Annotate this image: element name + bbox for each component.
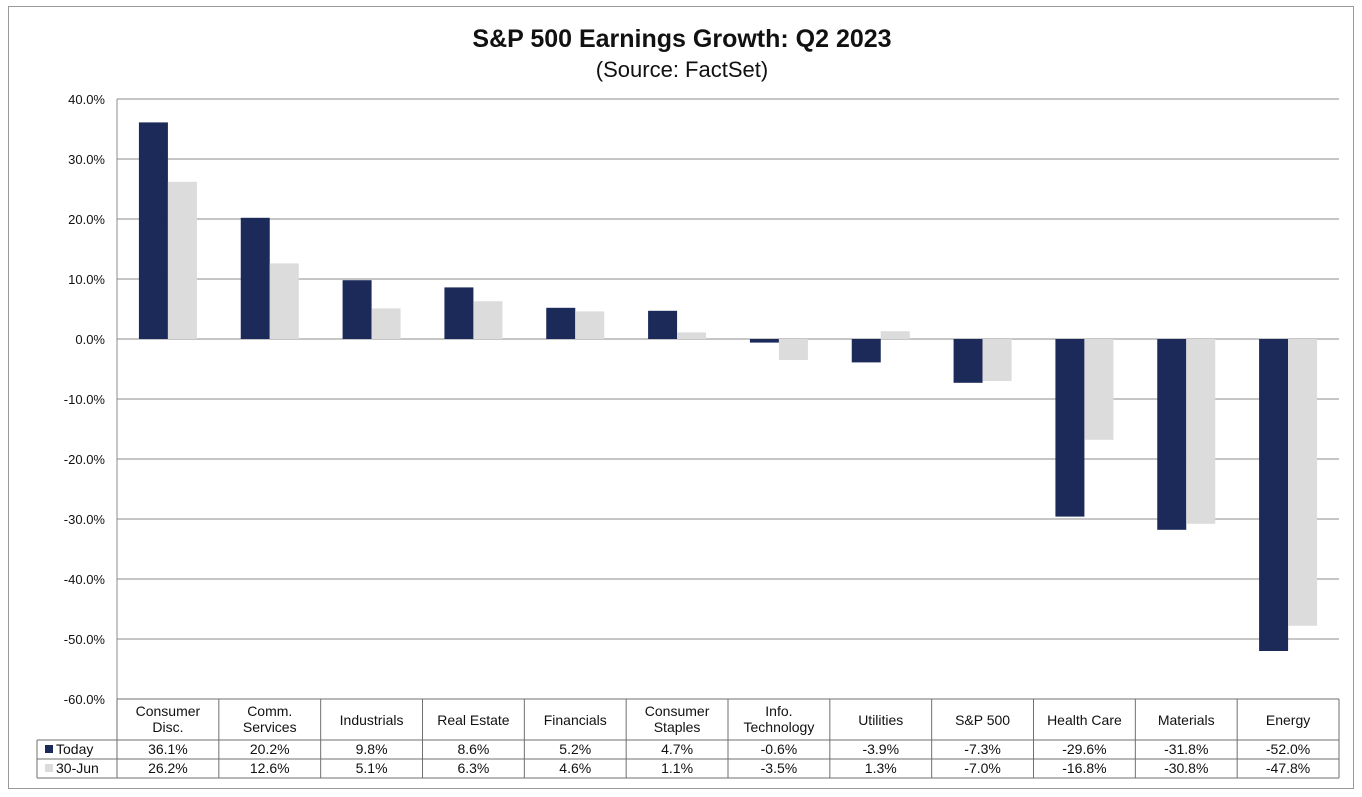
data-label: 8.6%: [457, 741, 489, 757]
category-label: Financials: [544, 712, 607, 728]
bar-30-jun: [269, 263, 299, 339]
data-label: -31.8%: [1164, 741, 1208, 757]
category-label: Consumer: [136, 703, 201, 719]
bar-30-jun: [473, 301, 503, 339]
data-label: 26.2%: [148, 760, 188, 776]
chart-canvas: S&P 500 Earnings Growth: Q2 2023 (Source…: [36, 25, 1340, 779]
y-tick-label: 30.0%: [68, 152, 105, 167]
bar-today: [648, 310, 678, 339]
y-tick-label: 10.0%: [68, 272, 105, 287]
chart-frame: S&P 500 Earnings Growth: Q2 2023 (Source…: [8, 6, 1354, 789]
legend-swatch-today: [45, 745, 53, 753]
category-label: Comm.: [247, 703, 292, 719]
data-label: -7.3%: [964, 741, 1001, 757]
category-label: Energy: [1266, 712, 1310, 728]
chart-title: S&P 500 Earnings Growth: Q2 2023: [472, 25, 891, 53]
data-label: 36.1%: [148, 741, 188, 757]
chart-subtitle: (Source: FactSet): [596, 57, 768, 82]
bar-30-jun: [1288, 339, 1318, 626]
category-label: Info.: [765, 703, 792, 719]
bar-today: [1055, 339, 1085, 517]
legend-label: Today: [56, 741, 93, 757]
data-label: 9.8%: [356, 741, 388, 757]
data-label: -16.8%: [1062, 760, 1106, 776]
bar-today: [953, 339, 983, 383]
bar-today: [1259, 339, 1289, 651]
data-label: -29.6%: [1062, 741, 1106, 757]
data-label: -3.9%: [862, 741, 899, 757]
bar-30-jun: [880, 331, 910, 339]
bar-today: [240, 217, 270, 339]
data-label: 20.2%: [250, 741, 290, 757]
y-tick-label: -20.0%: [64, 452, 106, 467]
bar-today: [138, 122, 168, 340]
bar-30-jun: [371, 308, 401, 339]
data-label: 4.6%: [559, 760, 591, 776]
bars: [138, 122, 1318, 651]
bar-30-jun: [1186, 339, 1216, 524]
y-axis-ticks: 40.0% 30.0% 20.0% 10.0% 0.0% -10.0% -20.0% -30.…: [64, 92, 106, 707]
y-tick-label: -30.0%: [64, 512, 106, 527]
bar-30-jun: [778, 339, 808, 360]
legend-label: 30-Jun: [56, 760, 99, 776]
data-label: 1.1%: [661, 760, 693, 776]
data-label: 5.2%: [559, 741, 591, 757]
category-label: Consumer: [645, 703, 710, 719]
bar-today: [851, 339, 881, 363]
bar-30-jun: [677, 332, 707, 339]
y-tick-label: -50.0%: [64, 632, 106, 647]
y-tick-label: 20.0%: [68, 212, 105, 227]
category-label: Services: [243, 719, 297, 735]
category-label: Technology: [744, 719, 815, 735]
y-tick-label: -10.0%: [64, 392, 106, 407]
category-label: Staples: [654, 719, 701, 735]
category-label: Industrials: [340, 712, 404, 728]
data-label: -52.0%: [1266, 741, 1310, 757]
data-label: -0.6%: [761, 741, 798, 757]
category-label: S&P 500: [955, 712, 1010, 728]
bar-today: [546, 307, 576, 339]
data-label: -3.5%: [761, 760, 798, 776]
data-label: 4.7%: [661, 741, 693, 757]
category-label: Materials: [1158, 712, 1215, 728]
y-tick-label: -40.0%: [64, 572, 106, 587]
data-label: 1.3%: [865, 760, 897, 776]
bar-30-jun: [1084, 339, 1114, 440]
data-label: -7.0%: [964, 760, 1001, 776]
legend-swatch-30-jun: [45, 764, 53, 772]
bar-today: [749, 339, 779, 343]
bar-today: [1157, 339, 1187, 530]
y-tick-label: 0.0%: [75, 332, 105, 347]
bar-30-jun: [982, 339, 1012, 381]
category-label: Disc.: [152, 719, 183, 735]
data-label: -47.8%: [1266, 760, 1310, 776]
data-label: 5.1%: [356, 760, 388, 776]
bar-today: [342, 280, 372, 339]
gridlines: [116, 98, 1339, 699]
data-label: -30.8%: [1164, 760, 1208, 776]
data-label: 6.3%: [457, 760, 489, 776]
category-label: Health Care: [1047, 712, 1122, 728]
bar-30-jun: [167, 181, 197, 339]
data-label: 12.6%: [250, 760, 290, 776]
category-label: Real Estate: [437, 712, 510, 728]
bar-today: [444, 287, 474, 339]
y-tick-label: 40.0%: [68, 92, 105, 107]
category-label: Utilities: [858, 712, 903, 728]
bar-30-jun: [575, 311, 605, 339]
y-tick-label: -60.0%: [64, 692, 106, 707]
